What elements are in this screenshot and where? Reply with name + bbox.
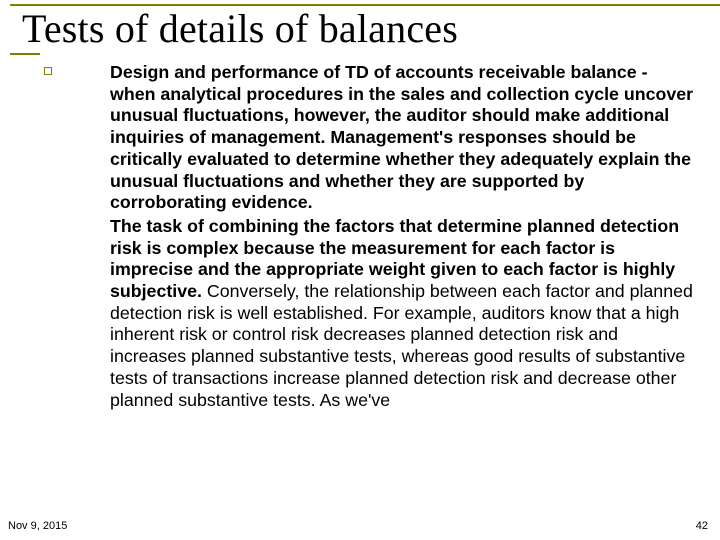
body-paragraph-2: The task of combining the factors that d…	[110, 216, 696, 411]
slide-title: Tests of details of balances	[22, 5, 458, 52]
body-region: Design and performance of TD of accounts…	[66, 62, 696, 413]
body-paragraph-1: Design and performance of TD of accounts…	[110, 62, 696, 214]
slide: Tests of details of balances Design and …	[0, 0, 720, 540]
footer-date: Nov 9, 2015	[8, 520, 67, 532]
body-para1-bold: Design and performance of TD of accounts…	[110, 62, 693, 212]
footer-page-number: 42	[696, 520, 708, 532]
square-bullet-icon	[44, 67, 52, 75]
title-rule-stub	[10, 53, 40, 55]
